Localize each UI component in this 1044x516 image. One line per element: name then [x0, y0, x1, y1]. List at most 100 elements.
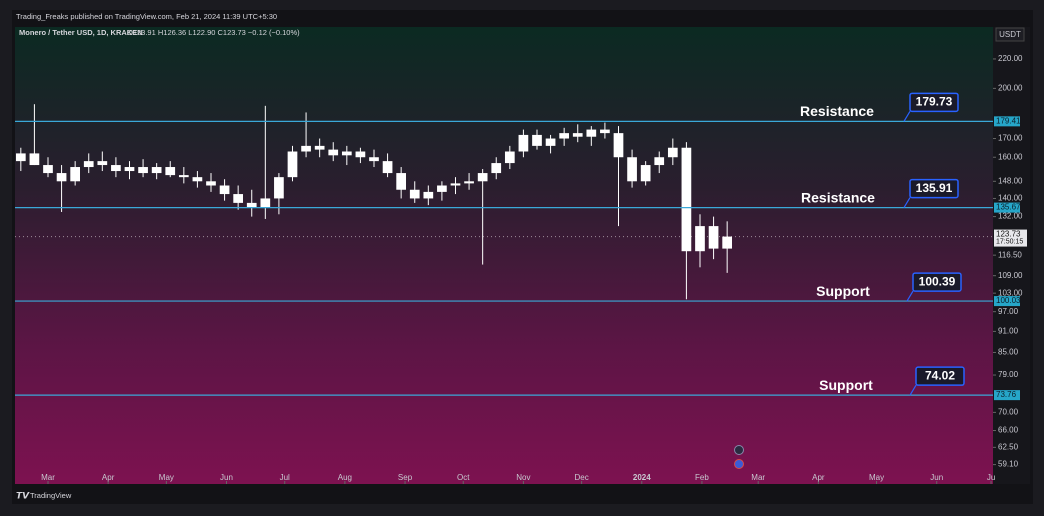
y-tick-label: 170.00	[998, 134, 1023, 143]
candle-body	[138, 167, 148, 174]
x-tick-label: Ju	[987, 473, 995, 482]
level-name: Support	[819, 377, 873, 393]
y-tick-label: 70.00	[998, 407, 1019, 416]
candle-body	[328, 149, 339, 156]
axis-level-box	[994, 116, 1020, 127]
axis-level-box	[994, 390, 1020, 401]
leader	[906, 290, 914, 302]
candle-body	[464, 181, 474, 184]
candle-body	[450, 183, 461, 186]
candle-body	[559, 133, 570, 139]
candle-body	[260, 198, 271, 208]
candle-body	[246, 202, 257, 208]
candle-body	[437, 185, 447, 192]
candle-body	[722, 236, 733, 249]
candle-body	[627, 157, 637, 182]
y-tick-label: 109.00	[998, 271, 1023, 280]
candle-body	[124, 167, 135, 172]
candle-body	[708, 226, 719, 249]
axis-level-box	[994, 296, 1020, 307]
axis-level-label: 135.67	[996, 203, 1021, 212]
y-tick-label: 132.00	[998, 212, 1023, 221]
candle-body	[301, 145, 311, 152]
ohlc: O123.91 H126.36 L122.90 C123.73 −0.12 (−…	[127, 28, 300, 37]
x-tick-label: Jun	[220, 473, 233, 482]
axis-level-label: 100.03	[996, 296, 1021, 305]
candle-body	[111, 165, 121, 172]
x-tick-label: Apr	[812, 473, 825, 482]
x-tick-label: Jul	[280, 473, 290, 482]
candle-body	[640, 165, 651, 182]
plot-area	[15, 27, 993, 484]
candle-body	[477, 173, 488, 182]
x-tick-label: Jun	[930, 473, 943, 482]
currency: USDT	[999, 30, 1021, 39]
x-tick-label: May	[869, 473, 884, 482]
y-tick-label: 103.00	[998, 288, 1023, 297]
candle-body	[151, 167, 162, 174]
candle-body	[355, 151, 366, 158]
candle-body	[165, 167, 176, 176]
level-value: 135.91	[916, 181, 953, 195]
candle-body	[178, 175, 189, 178]
x-tick-label: Mar	[751, 473, 765, 482]
level-value: 179.73	[916, 95, 953, 109]
leader	[903, 197, 911, 208]
x-tick-label: Mar	[41, 473, 55, 482]
candle-body	[396, 173, 407, 190]
candle-body	[219, 185, 230, 195]
candle-body	[572, 133, 583, 137]
candle-body	[667, 147, 678, 158]
y-tick-label: 140.00	[998, 194, 1023, 203]
level-box	[912, 272, 962, 292]
x-tick-label: Aug	[338, 473, 352, 482]
leader	[909, 384, 917, 396]
level-box	[909, 178, 959, 199]
last-price: 123.73	[996, 230, 1021, 239]
x-tick-label: May	[159, 473, 174, 482]
axis-level-label: 73.76	[996, 390, 1017, 399]
event-icon[interactable]	[734, 445, 744, 455]
candle-body	[43, 165, 53, 174]
y-tick-label: 66.00	[998, 426, 1019, 435]
y-tick-label: 220.00	[998, 54, 1023, 63]
x-tick-label: Sep	[398, 473, 413, 482]
candle-body	[586, 129, 597, 137]
candle-body	[504, 151, 515, 164]
candle-body	[532, 134, 542, 146]
level-box	[909, 92, 959, 113]
x-tick-label: Apr	[102, 473, 115, 482]
level-name: Support	[816, 283, 870, 299]
candle-body	[192, 177, 203, 182]
currency-box	[995, 27, 1025, 42]
candle-body	[206, 181, 216, 186]
x-tick-label: Dec	[575, 473, 589, 482]
candle-body	[382, 161, 393, 174]
candle-body	[600, 129, 610, 134]
y-tick-label: 85.00	[998, 348, 1019, 357]
candle-body	[70, 167, 81, 182]
footer: TradingView	[30, 491, 72, 500]
axis-level-label: 179.41	[996, 116, 1021, 125]
countdown: 17:50:15	[996, 238, 1023, 245]
symbol: Monero / Tether USD, 1D, KRAKEN	[19, 28, 143, 37]
y-tick-label: 200.00	[998, 83, 1023, 92]
candle-body	[654, 157, 665, 166]
candle-body	[29, 153, 40, 166]
level-value: 100.39	[919, 274, 956, 288]
last-price-box	[994, 229, 1027, 247]
candle-body	[518, 134, 529, 152]
candle-body	[409, 189, 420, 199]
candle-body	[15, 153, 26, 162]
candle-body	[97, 161, 108, 166]
x-tick-label: 2024	[633, 473, 651, 482]
candle-body	[545, 138, 556, 146]
y-tick-label: 91.00	[998, 327, 1019, 336]
candle-body	[369, 157, 379, 162]
event-icon[interactable]	[734, 459, 744, 469]
level-name: Resistance	[800, 103, 874, 119]
candle-body	[491, 163, 502, 174]
candle-body	[83, 161, 94, 168]
candle-body	[695, 226, 705, 252]
